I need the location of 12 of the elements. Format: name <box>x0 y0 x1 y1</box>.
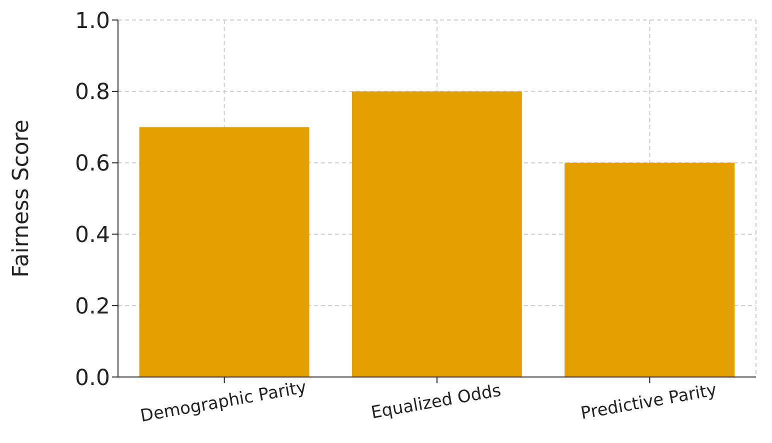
y-tick-label: 0.4 <box>75 223 110 248</box>
y-tick-label: 0.2 <box>75 294 110 320</box>
y-axis-title: Fairness Score <box>8 120 34 278</box>
y-tick-label: 1.0 <box>75 8 110 34</box>
bar <box>139 127 310 377</box>
x-tick-label: Equalized Odds <box>370 380 503 424</box>
y-tick-label: 0.8 <box>75 80 110 106</box>
x-tick-label: Predictive Parity <box>579 380 718 424</box>
y-tick-label: 0.0 <box>75 366 110 391</box>
bar <box>564 162 735 377</box>
bar <box>352 91 522 377</box>
y-tick-label: 0.6 <box>75 152 110 177</box>
